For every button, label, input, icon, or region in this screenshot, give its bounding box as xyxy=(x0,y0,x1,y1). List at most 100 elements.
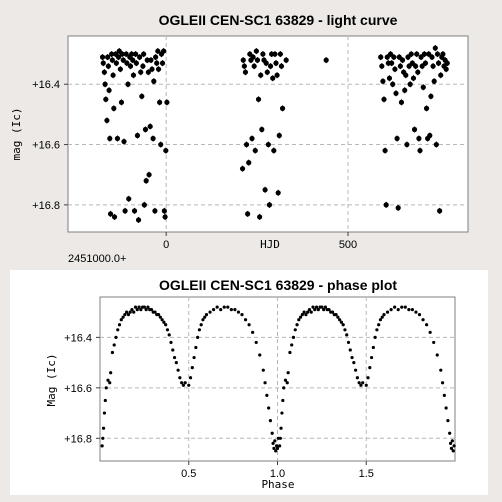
data-point xyxy=(283,57,289,63)
data-point xyxy=(169,340,173,345)
data-point xyxy=(386,75,393,81)
y-tick-label: +16.4 xyxy=(32,79,60,91)
data-point xyxy=(434,51,441,57)
data-point xyxy=(383,202,389,208)
data-point xyxy=(103,398,107,403)
data-point xyxy=(283,378,288,382)
data-point xyxy=(194,345,198,350)
data-point xyxy=(355,376,359,380)
data-point xyxy=(270,75,276,81)
data-point xyxy=(139,308,143,312)
data-point xyxy=(134,132,141,139)
data-point xyxy=(159,60,166,66)
data-point xyxy=(403,305,407,309)
data-point xyxy=(450,439,454,443)
data-point xyxy=(306,310,310,314)
data-point xyxy=(279,105,286,111)
data-point xyxy=(138,69,144,75)
data-point xyxy=(391,54,397,60)
data-point xyxy=(381,96,387,102)
data-point xyxy=(174,361,178,365)
data-point xyxy=(313,308,317,312)
light-curve-ylabel: mag (Ic) xyxy=(10,108,23,161)
data-point xyxy=(249,135,255,142)
data-point xyxy=(430,63,436,69)
data-point xyxy=(109,51,115,57)
data-point xyxy=(100,60,106,66)
data-point xyxy=(143,178,149,184)
x-tick-label: 1.5 xyxy=(359,468,374,480)
data-point xyxy=(373,335,377,339)
data-point xyxy=(403,72,409,78)
data-point xyxy=(272,51,278,57)
data-point xyxy=(435,353,439,357)
data-point xyxy=(418,54,424,60)
data-point xyxy=(153,54,159,60)
data-point xyxy=(149,308,154,312)
light-curve-panel: 0 500 +16.4 +16.6 +16.8 OGLEII CEN-SC1 63829… xyxy=(10,12,469,265)
data-point xyxy=(314,305,319,309)
data-point xyxy=(322,308,326,312)
data-point xyxy=(320,305,324,309)
data-point xyxy=(368,366,372,370)
data-point xyxy=(243,141,250,148)
x-tick-label: 0.5 xyxy=(181,468,196,480)
data-point xyxy=(378,54,384,60)
data-point xyxy=(197,328,201,332)
data-point xyxy=(141,202,147,208)
data-point xyxy=(152,208,158,214)
data-point xyxy=(384,54,390,60)
data-point xyxy=(378,318,383,322)
data-point xyxy=(192,355,196,360)
data-point xyxy=(243,318,248,322)
data-point xyxy=(119,318,123,322)
data-point xyxy=(278,436,282,440)
data-point xyxy=(259,126,265,133)
x-tick-label: 500 xyxy=(339,239,357,251)
data-point xyxy=(311,305,315,309)
data-point xyxy=(357,381,361,385)
data-point xyxy=(265,393,269,397)
data-point xyxy=(119,51,125,57)
data-point xyxy=(190,366,194,370)
data-point xyxy=(155,66,162,72)
data-point xyxy=(125,81,131,87)
data-point xyxy=(419,63,425,69)
data-point xyxy=(164,99,170,105)
data-point xyxy=(440,381,445,385)
x-tick-label: 1.0 xyxy=(270,468,285,480)
data-point xyxy=(104,117,110,124)
data-point xyxy=(129,51,135,57)
data-point xyxy=(120,57,126,63)
data-point xyxy=(133,305,138,309)
data-point xyxy=(426,51,432,57)
data-point xyxy=(148,57,154,63)
data-point xyxy=(375,328,379,332)
data-point xyxy=(215,305,219,309)
data-point xyxy=(147,123,153,130)
phase-plot-title: OGLEII CEN-SC1 63829 - phase plot xyxy=(159,277,397,293)
data-point xyxy=(100,444,104,448)
data-point xyxy=(277,51,283,57)
data-point xyxy=(133,51,139,57)
data-point xyxy=(107,211,114,217)
data-point xyxy=(132,310,136,314)
data-point xyxy=(396,308,400,312)
data-point xyxy=(286,371,290,375)
data-point xyxy=(150,135,156,142)
data-point xyxy=(110,72,116,78)
y-tick-label: +16.4 xyxy=(64,332,92,344)
data-point xyxy=(103,96,109,102)
data-point xyxy=(139,93,145,99)
data-point xyxy=(158,141,164,148)
data-point xyxy=(382,313,386,317)
data-point xyxy=(141,51,147,57)
data-point xyxy=(142,305,146,309)
data-point xyxy=(171,348,175,352)
data-point xyxy=(390,81,396,87)
data-point xyxy=(105,63,111,69)
data-point xyxy=(428,330,432,334)
data-point xyxy=(160,318,164,322)
data-point xyxy=(309,310,313,314)
data-point xyxy=(161,208,167,214)
